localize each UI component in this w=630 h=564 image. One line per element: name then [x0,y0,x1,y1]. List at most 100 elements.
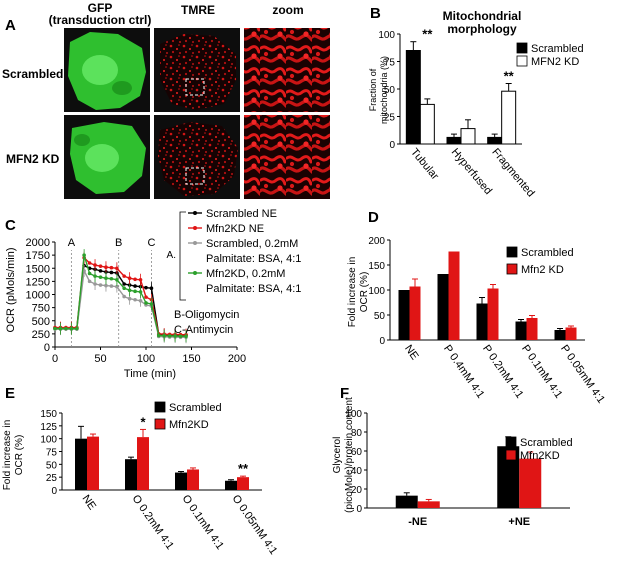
x-tick-label: 50 [94,353,106,365]
data-point [144,301,148,305]
bar-scrambled-p-0-2mm-4-1 [476,303,488,340]
panel-d-letter: D [368,209,379,226]
bar-scrambled-fragmented [487,136,503,145]
chart-f-ylabel-2: (picoMole)/protein content [344,397,355,513]
bar-scrambled-p-0-4mm-4-1 [437,274,449,340]
y-tick-label: 1500 [26,263,50,275]
data-point [109,276,114,281]
chart-c-xlabel: Time (min) [124,368,176,380]
data-point [98,269,103,273]
panel-c: C OCR (pMols/min) Time (min) 02505007501… [5,208,301,380]
legend-label: Palmitate: BSA, 4:1 [206,283,301,295]
data-point [149,302,154,306]
chart-b-title-line-1: Mitochondrial [443,9,522,23]
panel-f: F Glycerol (picoMole)/protein content 0 2… [332,385,573,528]
data-point [122,294,126,299]
y-tick-label: 125 [40,422,57,433]
panel-b-letter: B [370,5,381,22]
data-point [115,266,119,271]
legend-swatch-mfn2kd [154,418,166,430]
chart-b-ylabel-2: mitochondria (%) [379,56,389,124]
bar-mfn2-kd-p-0-4mm-4-1 [448,251,460,340]
bar-scrambled-p-0-1mm-4-1 [515,321,527,340]
legend-swatch-scrambled [516,42,528,54]
data-point [93,263,97,267]
annotation-antimycin: C-Antimycin [174,324,233,336]
y-tick-label: 1250 [26,276,50,288]
bar-mfn2kd-o-0-05mm-4-1 [237,477,249,490]
y-tick-label: 1750 [26,250,50,262]
bar-scrambled-o-0-2mm-4-1 [125,459,137,490]
x-tick-label-p-0-4mm-4-1: P 0.4mM 4:1 [441,343,486,401]
bar-mfn2-kd-tubular [419,103,435,145]
micrograph-gfp-scrambled [64,28,150,112]
x-tick-label: 200 [228,353,246,365]
data-point [98,275,103,279]
bar-scrambled-ne [75,438,87,490]
col-header-gfp-sub: (transduction ctrl) [49,13,152,27]
injection-label-c: C [147,237,155,249]
y-tick-label: 500 [32,316,50,328]
legend-label-mfn2-kd: MFN2 KD [531,56,579,68]
x-tick-label: 100 [137,353,155,365]
panel-a: A GFP (transduction ctrl) TMRE zoom Scra… [2,1,330,199]
data-point [87,261,92,265]
data-point [75,326,79,331]
y-tick-label: 0 [389,140,395,151]
data-point [104,283,108,288]
data-point [133,284,137,288]
row-label-mfn2kd: MFN2 KD [6,152,60,166]
data-point [167,334,172,338]
y-tick-label: 100 [378,30,395,41]
bar-scrambled-ne [395,495,418,508]
legend-label-mfn2-kd: Mfn2 KD [521,264,564,276]
legend-label: Mfn2KD NE [206,223,264,235]
data-point [109,270,114,275]
y-tick-label: 80 [351,428,363,439]
legend-swatch-mfn2-kd [516,55,528,67]
micrograph-zoom-mfn2kd [244,115,330,199]
bar-scrambled-o-0-05mm-4-1 [225,480,237,490]
x-tick-label-o-0-1mm-4-1: O 0.1mM 4:1 [180,493,226,552]
micrograph-gfp-mfn2kd [64,115,150,199]
legend-marker [193,241,197,245]
annotation-oligomycin: B-Oligomycin [174,309,239,321]
y-tick-label: 150 [40,409,57,420]
bar-scrambled-ne [398,290,410,340]
bar-mfn2-kd-ne [409,286,421,340]
data-point [156,333,161,338]
data-point [138,299,143,303]
data-point [87,271,92,276]
significance-marker: ** [422,27,433,42]
data-point [64,326,68,331]
data-point [127,296,132,301]
y-tick-label: 40 [351,466,363,477]
data-point [53,326,57,331]
bar-mfn2-kd-p-0-1mm-4-1 [526,318,538,340]
micrograph-tmre-scrambled [154,28,240,112]
data-point [133,289,137,294]
panel-a-letter: A [5,17,16,34]
col-header-tmre: TMRE [181,3,215,17]
bar-scrambled-ne [497,446,520,508]
y-tick-label: 60 [351,447,363,458]
y-tick-label: 0 [379,336,385,347]
legend-label-mfn2kd: Mfn2KD [169,419,209,431]
y-tick-label: 750 [32,303,50,315]
y-tick-label: 200 [368,236,385,247]
row-label-scrambled: Scrambled [2,67,63,81]
legend-marker [193,271,197,275]
panel-c-letter: C [5,217,16,234]
col-header-zoom: zoom [272,3,303,17]
legend-swatch-scrambled [506,246,518,258]
data-point [122,274,126,278]
legend-label-scrambled: Scrambled [520,437,573,449]
bar-mfn2kd-o-0-1mm-4-1 [187,469,199,490]
y-tick-label: 50 [46,460,58,471]
chart-c-ylabel: OCR (pMols/min) [5,248,17,333]
chart-b-ylabel-1: Fraction of [368,68,378,111]
data-point [104,265,108,270]
y-tick-label: 2000 [26,237,50,249]
y-tick-label: 100 [345,409,362,420]
